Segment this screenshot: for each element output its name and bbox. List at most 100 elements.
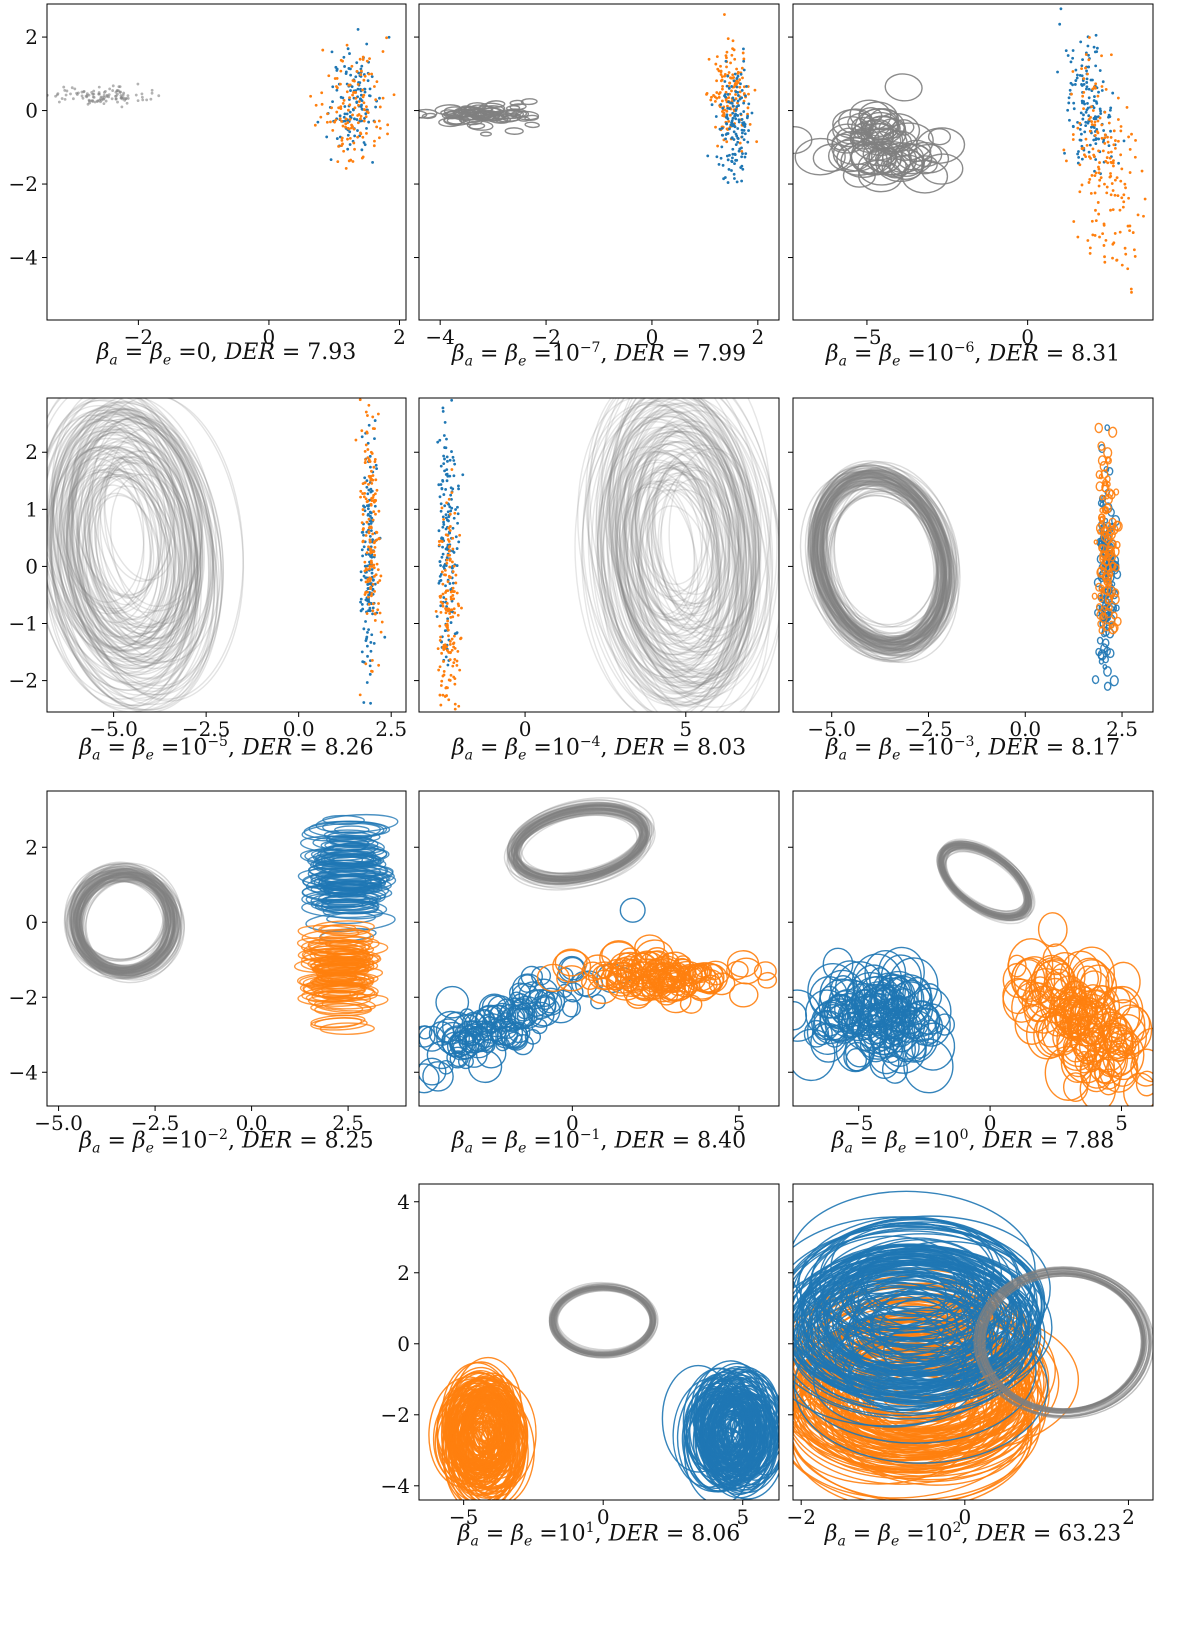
gray-ellipse [605,398,755,687]
orange-ellipse [1100,550,1109,560]
orange-point [444,597,448,601]
blue-point [1109,106,1113,110]
blue-point [368,672,372,676]
orange-point [345,90,349,94]
plot-area [47,398,387,712]
orange-ellipse [1108,1013,1147,1060]
orange-point [337,144,340,148]
orange-point [1103,255,1106,259]
blue-point [443,457,446,461]
gray-ellipse [660,466,732,605]
gray-point [84,94,88,98]
orange-point [378,579,382,582]
gray-ellipse [79,875,171,968]
gray-ellipse [87,422,200,626]
orange-point [360,521,364,525]
orange-point [453,702,457,706]
orange-point [386,123,390,127]
gray-ellipse [814,464,950,641]
orange-point [446,589,450,593]
gray-ellipse [610,449,747,708]
gray-point [136,82,140,86]
blue-ellipse [527,994,561,1027]
blue-ellipse [561,998,581,1018]
gray-point [97,91,101,94]
gray-ellipse [75,398,244,700]
orange-point [350,64,354,68]
orange-point [340,119,343,123]
orange-point [705,92,709,95]
gray-ellipse [70,871,167,970]
orange-point [1104,87,1108,91]
panel-caption: βa = βe =10−6, DER = 8.31 [825,340,1121,370]
orange-point [353,106,357,110]
gray-ellipse [553,1286,653,1353]
blue-point [1097,137,1100,141]
gray-ellipse [78,870,178,971]
blue-point [438,495,442,499]
blue-point [744,152,748,156]
gray-ellipse [630,467,720,637]
orange-ellipse [1097,455,1107,466]
gray-point [116,92,119,96]
blue-ellipse [1091,675,1100,685]
blue-point [367,120,371,124]
blue-point [443,564,446,567]
gray-ellipse [608,424,771,712]
gray-ellipse [808,474,938,642]
orange-point [371,427,375,430]
blue-point [1075,76,1079,80]
orange-point [361,88,364,92]
gray-ellipse [512,807,647,882]
gray-ellipse [610,426,753,698]
blue-point [361,530,365,534]
orange-point [1120,263,1124,267]
orange-point [456,613,460,617]
blue-point [387,35,391,39]
orange-point [441,602,445,605]
orange-point [753,88,757,92]
orange-ellipse [312,920,375,935]
gray-point [141,98,145,102]
x-tick-label: 0 [263,325,276,349]
gray-ellipse [513,802,653,880]
blue-point [444,655,448,659]
blue-point [1077,150,1080,153]
gray-ellipse [510,807,647,883]
orange-point [364,662,368,666]
gray-ellipse [59,411,211,680]
orange-point [724,90,728,94]
orange-point [375,562,379,566]
orange-point [1119,179,1123,183]
gray-ellipse [623,482,696,619]
gray-ellipse [668,447,762,629]
orange-point [442,660,445,663]
blue-point [335,137,339,140]
gray-point [92,96,96,99]
gray-ellipse [577,398,738,700]
gray-ellipse [813,476,947,654]
orange-point [714,62,718,66]
orange-point [451,586,455,590]
orange-ellipse [632,975,658,997]
gray-ellipse [939,843,1028,918]
blue-point [1063,151,1066,155]
blue-ellipse [869,1046,900,1079]
orange-point [370,452,374,455]
gray-ellipse [68,418,210,664]
orange-point [368,57,371,61]
orange-point [729,61,732,65]
y-tick-label: 4 [397,1190,410,1214]
orange-point [710,95,713,99]
orange-point [725,50,729,54]
gray-ellipse [622,440,737,665]
orange-point [452,641,456,645]
orange-point [373,589,376,593]
gray-point [92,89,96,93]
blue-point [370,571,374,575]
orange-point [1094,208,1097,212]
gray-ellipse [72,421,203,658]
gray-ellipse [807,472,945,654]
blue-point [367,423,371,427]
